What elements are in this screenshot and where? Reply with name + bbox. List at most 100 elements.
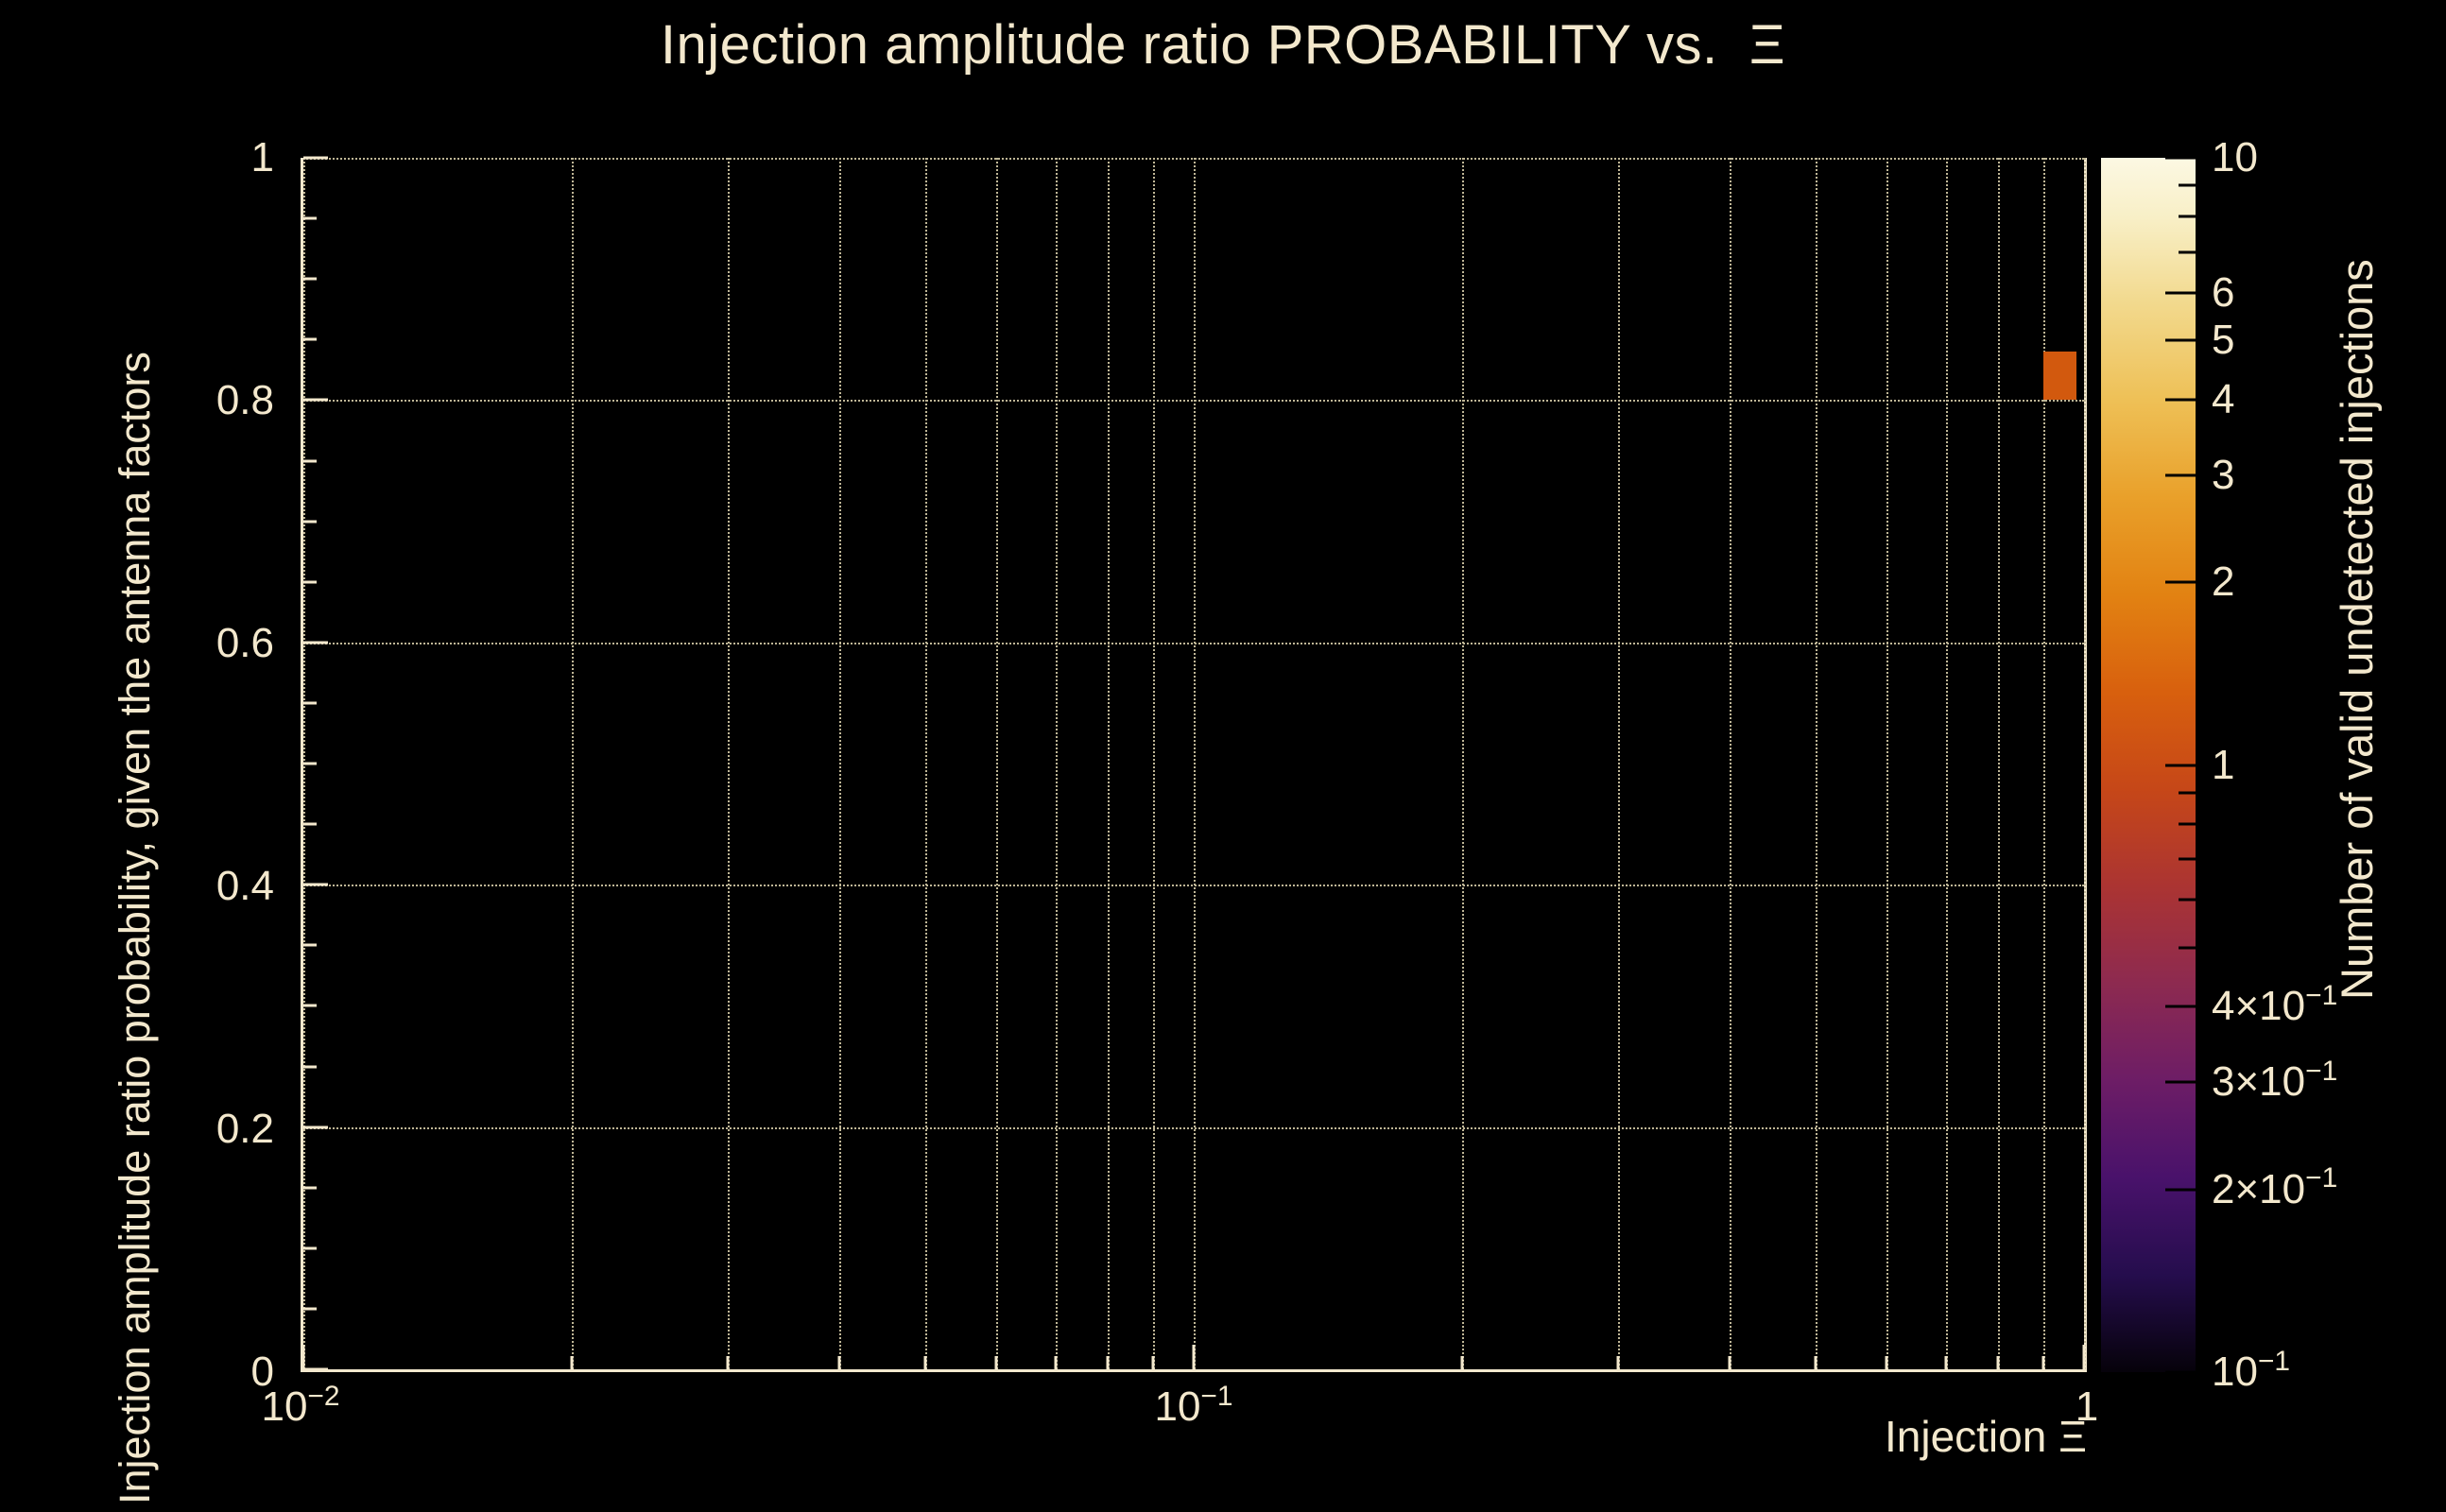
colorbar-tick bbox=[2179, 215, 2196, 218]
x-tick-label: 1 bbox=[2075, 1383, 2099, 1430]
tick-text: 1 bbox=[250, 133, 274, 180]
x-gridline bbox=[1461, 158, 1464, 1369]
colorbar-tick-label: 3 bbox=[2212, 451, 2235, 498]
tick-exponent: −1 bbox=[2305, 979, 2338, 1011]
colorbar-tick-label: 2 bbox=[2212, 558, 2234, 605]
y-gridline bbox=[303, 642, 2084, 644]
colorbar-tick bbox=[2179, 898, 2196, 902]
x-gridline bbox=[571, 158, 574, 1369]
x-gridline bbox=[925, 158, 928, 1369]
colorbar-tick bbox=[2165, 580, 2196, 584]
tick-exponent: −1 bbox=[2305, 1055, 2338, 1087]
colorbar-tick-label: 10−1 bbox=[2212, 1345, 2290, 1395]
x-axis-tick bbox=[570, 1356, 574, 1369]
colorbar-title: Number of valid undetected injections bbox=[2332, 259, 2382, 1000]
tick-text: 6 bbox=[2212, 268, 2235, 316]
colorbar-tick bbox=[2165, 291, 2196, 295]
x-gridline bbox=[1886, 158, 1889, 1369]
y-gridline bbox=[303, 158, 2084, 160]
x-axis: 10−2 10−1 1 bbox=[261, 1380, 2098, 1441]
x-gridline bbox=[1946, 158, 1949, 1369]
y-tick-label: 0.6 bbox=[0, 620, 274, 666]
colorbar-tick-label: 5 bbox=[2212, 318, 2234, 363]
colorbar-tick bbox=[2165, 473, 2196, 477]
x-axis-tick bbox=[1814, 1356, 1817, 1369]
tick-exponent: −1 bbox=[2257, 1345, 2291, 1377]
colorbar-tick bbox=[2165, 1188, 2196, 1192]
y-tick-label: 1 bbox=[0, 133, 274, 180]
x-axis-tick bbox=[1192, 1345, 1196, 1369]
x-axis-tick bbox=[1460, 1356, 1464, 1369]
y-axis-tick bbox=[303, 277, 317, 281]
x-axis-tick bbox=[1106, 1356, 1110, 1369]
y-axis-tick bbox=[303, 216, 317, 220]
x-axis-tick bbox=[994, 1356, 998, 1369]
y-tick-label: 0.4 bbox=[0, 863, 274, 909]
y-axis-tick bbox=[303, 1186, 317, 1190]
tick-exponent: −1 bbox=[2305, 1161, 2338, 1194]
x-gridline bbox=[1997, 158, 2000, 1369]
colorbar-tick bbox=[2179, 250, 2196, 254]
x-axis-tick bbox=[2082, 1345, 2086, 1369]
colorbar-tick bbox=[2179, 183, 2196, 187]
y-axis-tick bbox=[303, 398, 328, 402]
tick-text: 10 bbox=[2212, 133, 2258, 180]
colorbar-tick bbox=[2179, 857, 2196, 861]
y-axis-tick bbox=[303, 156, 328, 160]
tick-text: 1 bbox=[2212, 741, 2235, 788]
heatmap-bin bbox=[2042, 352, 2076, 401]
colorbar-tick bbox=[2179, 822, 2196, 826]
x-axis-tick bbox=[1885, 1356, 1888, 1369]
colorbar-tick bbox=[2165, 1370, 2196, 1374]
y-axis-tick bbox=[303, 883, 328, 886]
tick-text: 10 bbox=[1154, 1383, 1201, 1430]
tick-text: 0.8 bbox=[215, 376, 274, 423]
x-gridline bbox=[1618, 158, 1621, 1369]
y-tick-label: 0.8 bbox=[0, 376, 274, 423]
colorbar-tick bbox=[2165, 156, 2196, 160]
x-axis-tick bbox=[1996, 1356, 2000, 1369]
x-axis-tick bbox=[2041, 1356, 2045, 1369]
y-axis-tick bbox=[303, 1367, 328, 1371]
colorbar-tick bbox=[2179, 946, 2196, 950]
y-axis: 0 0.2 0.4 0.6 0.8 1 bbox=[0, 134, 287, 1394]
x-gridline bbox=[839, 158, 842, 1369]
y-tick-label: 0 bbox=[0, 1349, 274, 1395]
x-gridline bbox=[996, 158, 999, 1369]
colorbar-tick-label: 4 bbox=[2212, 376, 2234, 421]
x-axis-title: Injection Ξ bbox=[1884, 1412, 2087, 1461]
tick-text: 0 bbox=[250, 1348, 274, 1395]
x-axis-tick bbox=[726, 1356, 730, 1369]
tick-text: 4 bbox=[2212, 375, 2235, 422]
colorbar-tick bbox=[2165, 1080, 2196, 1084]
x-axis-tick bbox=[1616, 1356, 1620, 1369]
colorbar-tick bbox=[2165, 764, 2196, 766]
y-axis-tick bbox=[303, 1307, 317, 1311]
colorbar-tick-label: 4×10−1 bbox=[2212, 980, 2337, 1029]
tick-text: 3 bbox=[2212, 451, 2235, 498]
x-axis-tick bbox=[1944, 1356, 1948, 1369]
colorbar-tick bbox=[2165, 338, 2196, 342]
x-axis-tick bbox=[1054, 1356, 1058, 1369]
x-axis-tick bbox=[837, 1356, 841, 1369]
tick-exponent: −1 bbox=[1200, 1380, 1233, 1412]
y-axis-tick bbox=[303, 337, 317, 341]
tick-text: 1 bbox=[2075, 1383, 2099, 1430]
colorbar-tick bbox=[2165, 398, 2196, 402]
plot-area bbox=[301, 156, 2087, 1372]
tick-text: 3×10 bbox=[2212, 1058, 2306, 1106]
x-axis-tick bbox=[923, 1356, 927, 1369]
x-tick-label: 10−1 bbox=[1154, 1380, 1233, 1430]
tick-text: 10 bbox=[2212, 1348, 2258, 1395]
y-axis-tick bbox=[303, 943, 317, 947]
tick-text: 0.2 bbox=[215, 1105, 274, 1152]
colorbar bbox=[2101, 156, 2196, 1374]
colorbar-axis: 10 6 5 4 3 2 1 4×10−1 3×10−1 2×10−1 10−1 bbox=[2212, 134, 2443, 1394]
y-axis-tick bbox=[303, 580, 317, 584]
x-gridline bbox=[728, 158, 731, 1369]
x-tick-label: 10−2 bbox=[261, 1381, 339, 1430]
x-gridline bbox=[2042, 158, 2045, 1369]
x-gridline bbox=[1730, 158, 1732, 1369]
x-gridline bbox=[2084, 158, 2086, 1369]
